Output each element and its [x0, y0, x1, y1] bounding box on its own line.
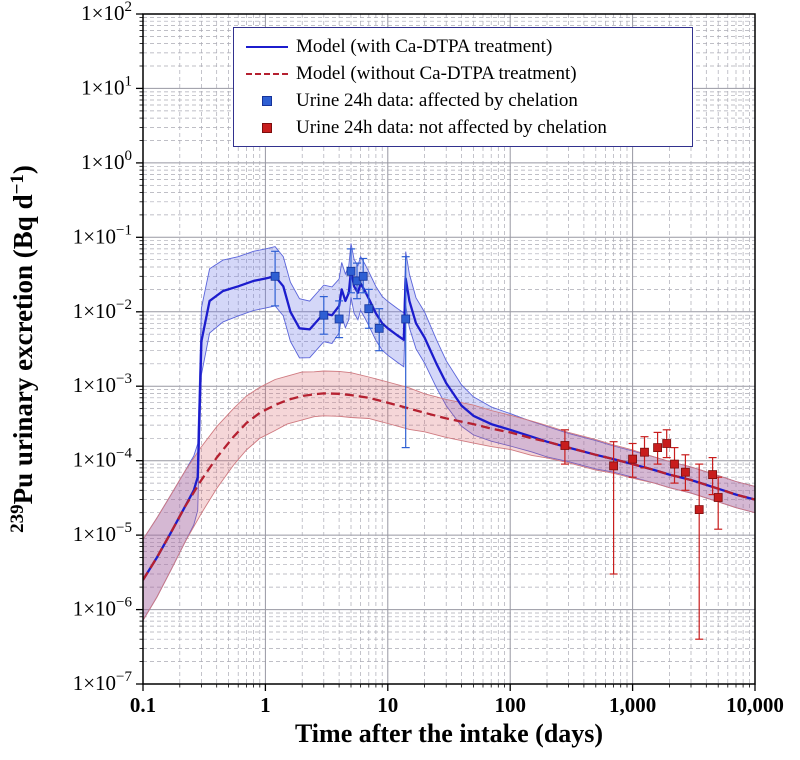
legend-label: Model (with Ca-DTPA treatment)	[296, 35, 553, 57]
data-point	[609, 461, 618, 471]
x-tick-label: 10	[377, 693, 398, 717]
data-point	[694, 505, 704, 515]
data-point	[670, 459, 679, 469]
x-tick-label: 1,000	[609, 693, 656, 717]
y-axis-label: 239Pu urinary excretion (Bq d−1)	[7, 165, 38, 533]
data-point	[364, 304, 374, 314]
legend-item-model-without-dtpa: Model (without Ca-DTPA treatment)	[238, 60, 684, 87]
y-tick-label: 1×100	[81, 148, 132, 174]
y-tick-label: 1×102	[81, 0, 132, 25]
blue-square-marker-icon	[238, 95, 296, 106]
y-tick-label: 1×10−7	[73, 669, 133, 695]
uncertainty-band	[143, 370, 755, 622]
model-line	[143, 392, 755, 581]
x-axis-label: Time after the intake (days)	[295, 719, 603, 748]
data-point	[352, 276, 362, 286]
y-tick-label: 1×10−5	[73, 520, 132, 546]
y-tick-label: 1×10−6	[73, 595, 133, 621]
data-point	[713, 493, 723, 502]
y-tick-label: 1×10−2	[73, 297, 132, 323]
data-point	[358, 271, 368, 281]
legend-item-urine-affected: Urine 24h data: affected by chelation	[238, 87, 684, 114]
data-point	[319, 310, 329, 320]
data-point	[662, 439, 672, 448]
y-tick-label: 1×10−3	[73, 371, 132, 397]
plot-frame	[142, 13, 756, 685]
data-point	[653, 443, 662, 453]
uncertainty-band	[143, 243, 755, 622]
x-tick-label: 0.1	[130, 693, 156, 717]
legend-label: Urine 24h data: affected by chelation	[296, 89, 578, 111]
legend-item-model-with-dtpa: Model (with Ca-DTPA treatment)	[238, 33, 684, 60]
data-point	[681, 467, 690, 477]
chart-legend: Model (with Ca-DTPA treatment) Model (wi…	[233, 27, 693, 147]
blue-solid-line-swatch-icon	[238, 45, 296, 48]
data-point	[334, 314, 344, 324]
legend-label: Model (without Ca-DTPA treatment)	[296, 62, 577, 84]
red-square-marker-icon	[238, 122, 296, 133]
data-point	[628, 454, 637, 464]
data-point	[270, 271, 280, 281]
plot-series	[143, 243, 755, 640]
y-tick-label: 1×10−1	[73, 222, 132, 248]
y-tick-label: 1×101	[81, 73, 132, 99]
red-dashed-line-swatch-icon	[238, 72, 296, 75]
legend-item-urine-not-affected: Urine 24h data: not affected by chelatio…	[238, 114, 684, 141]
data-point	[401, 314, 411, 324]
x-tick-label: 100	[494, 693, 526, 717]
x-tick-label: 10,000	[726, 693, 784, 717]
data-point	[640, 447, 649, 457]
data-point	[560, 441, 570, 450]
legend-label: Urine 24h data: not affected by chelatio…	[296, 116, 607, 138]
data-point	[708, 470, 717, 480]
data-point	[346, 266, 356, 276]
x-tick-label: 1	[260, 693, 271, 717]
y-tick-label: 1×10−4	[73, 446, 133, 472]
data-point	[374, 323, 384, 333]
